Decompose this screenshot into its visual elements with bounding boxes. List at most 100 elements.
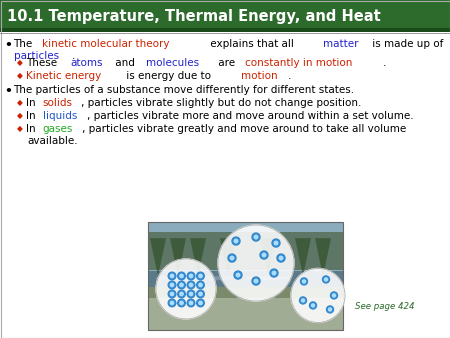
Text: solids: solids [43,98,72,108]
Text: matter: matter [323,39,358,49]
Circle shape [302,280,306,283]
Ellipse shape [246,276,291,280]
Circle shape [333,294,336,297]
Circle shape [252,277,260,285]
Circle shape [180,274,183,278]
Text: motion: motion [241,71,278,81]
Bar [148,222,343,330]
Bar [148,287,343,330]
Circle shape [310,302,316,309]
Bar [0,28,450,32]
Circle shape [170,283,174,287]
Circle shape [323,276,329,283]
Text: ◆: ◆ [17,111,23,120]
Circle shape [311,304,315,307]
Text: constantly in motion: constantly in motion [245,58,352,68]
Text: is energy due to: is energy due to [123,71,214,81]
Bar [0,0,450,32]
Circle shape [232,237,240,245]
Circle shape [228,254,236,262]
Circle shape [291,268,345,322]
Circle shape [300,297,306,304]
Circle shape [230,256,234,260]
Circle shape [254,279,258,283]
Text: explains that all: explains that all [207,39,297,49]
Text: is made up of: is made up of [369,39,446,49]
Circle shape [328,308,332,311]
Text: In: In [26,111,39,121]
Text: See page 424: See page 424 [355,302,414,311]
Circle shape [189,292,193,296]
Circle shape [180,301,183,305]
Circle shape [199,292,202,296]
Circle shape [254,235,258,239]
Circle shape [327,306,333,313]
Text: •: • [4,39,12,52]
Text: atoms: atoms [70,58,103,68]
Ellipse shape [156,276,180,280]
Text: .: . [288,71,292,81]
Circle shape [168,272,176,280]
Circle shape [180,283,183,287]
Circle shape [178,272,185,280]
Circle shape [272,239,280,247]
Circle shape [168,281,176,289]
Text: Kinetic energy: Kinetic energy [26,71,101,81]
Text: ◆: ◆ [17,98,23,107]
Text: particles: particles [14,51,59,61]
Text: These: These [26,58,60,68]
Text: ◆: ◆ [17,58,23,67]
Bar [148,222,343,282]
Polygon shape [295,238,311,276]
Circle shape [199,283,202,287]
Circle shape [187,272,195,280]
Circle shape [170,274,174,278]
Circle shape [252,233,260,241]
Text: •: • [4,84,12,98]
Circle shape [270,269,278,277]
Circle shape [168,299,176,307]
Circle shape [302,299,305,302]
Circle shape [187,290,195,298]
Circle shape [189,274,193,278]
Circle shape [168,290,176,298]
Text: The: The [13,39,36,49]
Circle shape [279,256,283,260]
Text: ◆: ◆ [17,71,23,80]
Polygon shape [150,238,166,276]
Circle shape [187,281,195,289]
Ellipse shape [201,276,235,280]
Text: gases: gases [43,124,73,134]
Circle shape [236,273,240,277]
Circle shape [199,274,202,278]
Text: are: are [215,58,238,68]
Text: ◆: ◆ [17,124,23,133]
Circle shape [199,301,202,305]
Circle shape [324,278,328,281]
Circle shape [272,271,276,275]
Bar [148,297,343,330]
Text: available.: available. [27,136,77,146]
Circle shape [197,290,204,298]
Circle shape [178,290,185,298]
Circle shape [197,281,204,289]
Text: In: In [26,124,39,134]
Circle shape [274,241,278,245]
Text: , particles vibrate slightly but do not change position.: , particles vibrate slightly but do not … [81,98,362,108]
Circle shape [234,271,242,279]
Bar [148,232,343,270]
Text: , particles vibrate greatly and move around to take all volume: , particles vibrate greatly and move aro… [82,124,406,134]
Circle shape [170,292,174,296]
Circle shape [189,301,193,305]
Circle shape [189,283,193,287]
Circle shape [178,299,185,307]
Text: The particles of a substance move differently for different states.: The particles of a substance move differ… [13,84,354,95]
Circle shape [156,259,216,319]
Polygon shape [170,238,186,276]
Text: In: In [26,98,39,108]
Text: .: . [383,58,387,68]
Text: .: . [72,51,76,61]
Polygon shape [220,238,236,276]
Circle shape [330,292,338,299]
Circle shape [218,225,294,301]
